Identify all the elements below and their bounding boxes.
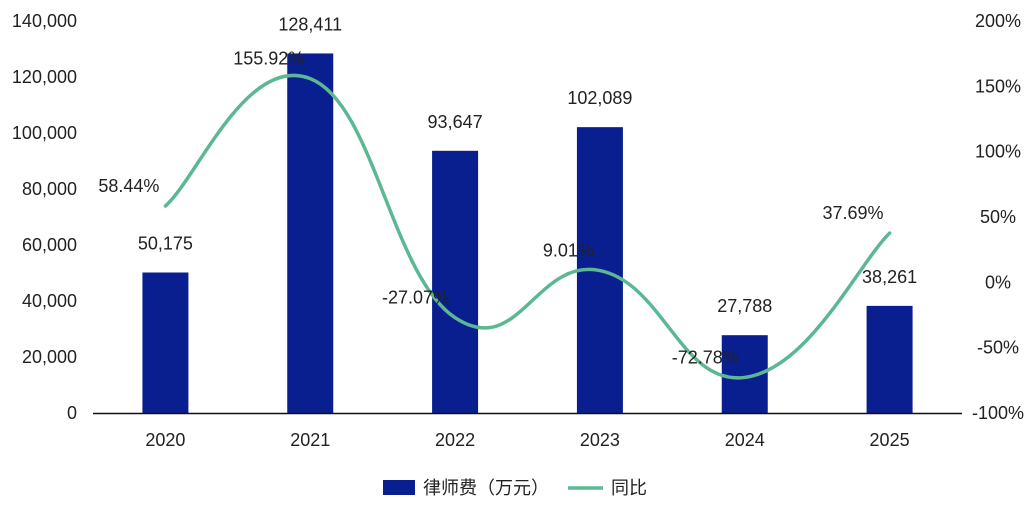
x-tick-label: 2025 (870, 430, 910, 450)
x-tick-label: 2023 (580, 430, 620, 450)
bar-data-label: 27,788 (717, 296, 772, 316)
right-tick-label: 100% (975, 142, 1021, 162)
x-tick-label: 2020 (145, 430, 185, 450)
bar-data-label: 93,647 (428, 112, 483, 132)
legend-bar-swatch (383, 480, 415, 495)
x-tick-label: 2022 (435, 430, 475, 450)
bar-data-label: 102,089 (567, 88, 632, 108)
bar-data-label: 128,411 (278, 14, 342, 34)
right-tick-label: -50% (977, 338, 1019, 358)
x-tick-label: 2021 (290, 430, 330, 450)
x-axis: 2020 2021 2022 2023 2024 2025 (145, 430, 909, 450)
left-tick-label: 0 (67, 403, 77, 423)
bar-data-label: 38,261 (862, 267, 917, 287)
line-data-label: -27.07% (382, 288, 449, 308)
left-tick-label: 80,000 (22, 179, 77, 199)
line-data-label: 58.44% (98, 176, 159, 196)
right-tick-label: 0% (985, 272, 1011, 292)
bar (866, 305, 913, 413)
bar-series (142, 53, 913, 414)
legend-bar-label: 律师费（万元） (423, 478, 549, 499)
bar-data-label: 50,175 (138, 234, 193, 254)
line-data-label: -72.78% (672, 347, 739, 367)
left-tick-label: 100,000 (12, 123, 77, 143)
x-tick-label: 2024 (725, 430, 765, 450)
line-data-labels: 58.44% 155.92% -27.07% 9.01% -72.78% 37.69% (98, 49, 883, 368)
bar (287, 53, 334, 414)
line-path (163, 73, 892, 380)
right-tick-label: 200% (975, 11, 1021, 31)
right-tick-label: -100% (972, 403, 1024, 423)
left-axis: 0 20,000 40,000 60,000 80,000 100,000 120,000 1… (12, 11, 77, 423)
left-tick-label: 120,000 (12, 67, 77, 87)
right-tick-label: 50% (980, 207, 1016, 227)
line-data-label: 9.01% (543, 241, 594, 261)
bar-data-labels: 50,175 128,411 93,647 102,089 27,788 38,261 (138, 14, 917, 316)
left-tick-label: 40,000 (22, 291, 77, 311)
left-tick-label: 60,000 (22, 235, 77, 255)
left-tick-label: 20,000 (22, 347, 77, 367)
right-tick-label: 150% (975, 76, 1021, 96)
line-data-label: 37.69% (823, 203, 884, 223)
line-series (163, 73, 892, 380)
left-tick-label: 140,000 (12, 11, 77, 31)
legend-line-label: 同比 (611, 478, 647, 499)
bar (142, 272, 189, 413)
bar (432, 150, 479, 414)
right-axis: -100% -50% 0% 50% 100% 150% 200% (972, 11, 1024, 423)
line-data-label: 155.92% (233, 49, 304, 69)
legend: 律师费（万元） 同比 (383, 478, 647, 499)
